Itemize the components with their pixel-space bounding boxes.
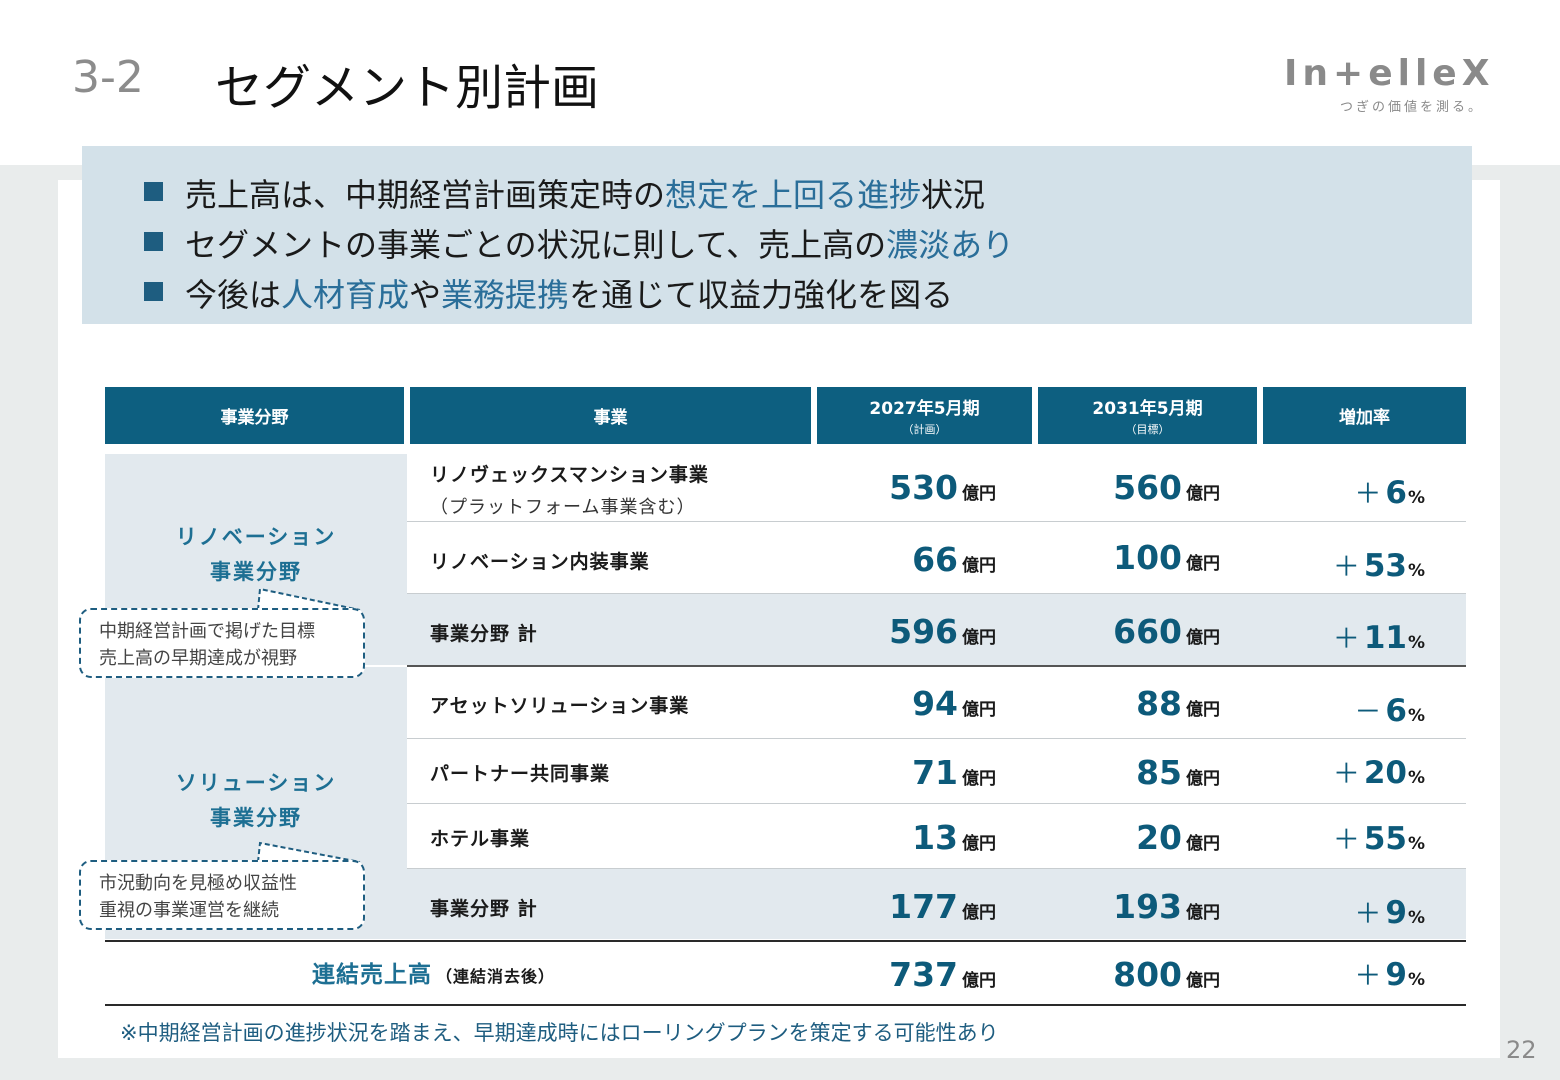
summary-bullet: 今後は人材育成や業務提携を通じて収益力強化を図る [144,270,953,316]
value-2027: 596 億円 [889,612,996,651]
callout-solution: 市況動向を見極め収益性 重視の事業運営を継続 [79,860,365,930]
page-number: 22 [1506,1036,1537,1064]
business-name: 事業分野 計 [430,623,538,645]
summary-bullet: セグメントの事業ごとの状況に則して、売上高の濃淡あり [144,220,1014,266]
square-bullet-icon [144,232,163,251]
logo-wordmark: In+elleX [1284,53,1495,94]
growth-rate: ＋ 20% [1332,755,1425,791]
company-logo: In+elleX つぎの価値を測る。 [1284,53,1495,116]
segment-label-renovation: リノベーション 事業分野 [175,525,337,584]
highlight-text: 濃淡あり [886,226,1015,264]
value-2027: 66 億円 [912,540,996,579]
value-2027: 13 億円 [912,818,996,857]
growth-rate: ＋ 53% [1332,548,1425,584]
subtotal-row-bg [407,869,1466,939]
header-field: 事業分野 [105,387,404,444]
callout-tail [257,841,361,863]
square-bullet-icon [144,182,163,201]
segment-label-solution: ソリューション 事業分野 [175,771,337,830]
total-label: 連結売上高 （連結消去後） [312,962,556,988]
value-2031: 660 億円 [1113,612,1220,651]
total-2031: 800 億円 [1113,955,1220,994]
value-2027: 177 億円 [889,887,996,926]
growth-rate: － 6% [1354,693,1425,729]
value-2031: 20 億円 [1136,818,1220,857]
business-name: ホテル事業 [430,828,531,850]
value-2031: 560 億円 [1113,468,1220,507]
page-title: セグメント別計画 [215,60,600,116]
business-name: パートナー共同事業 [430,763,611,785]
highlight-text: 想定を上回る進捗 [665,176,922,214]
business-name: リノヴェックスマンション事業 （プラットフォーム事業含む） [430,464,709,518]
value-2027: 94 億円 [912,684,996,723]
business-name: アセットソリューション事業 [430,695,690,717]
growth-rate: ＋ 11% [1332,620,1425,656]
summary-bullet: 売上高は、中期経営計画策定時の想定を上回る進捗状況 [144,170,985,216]
square-bullet-icon [144,282,163,301]
highlight-text: 業務提携 [441,276,570,314]
value-2031: 100 億円 [1113,538,1220,577]
total-2027: 737 億円 [889,955,996,994]
header-fy2031: 2031年5月期 （目標） [1038,387,1257,444]
value-2031: 193 億円 [1113,887,1220,926]
header-band [0,0,1560,165]
header-business: 事業 [410,387,811,444]
header-growth: 増加率 [1263,387,1466,444]
callout-renovation: 中期経営計画で掲げた目標 売上高の早期達成が視野 [79,608,365,678]
header-fy2027: 2027年5月期 （計画） [817,387,1032,444]
business-name: 事業分野 計 [430,898,538,920]
highlight-text: 人材育成 [281,276,410,314]
growth-rate: ＋ 9% [1354,895,1425,931]
logo-tagline: つぎの価値を測る。 [1339,100,1484,115]
callout-tail [257,587,361,611]
total-growth-rate: ＋ 9% [1354,957,1425,993]
growth-rate: ＋ 55% [1332,821,1425,857]
value-2031: 88 億円 [1136,684,1220,723]
business-name: リノベーション内装事業 [430,551,650,573]
summary-box: 売上高は、中期経営計画策定時の想定を上回る進捗状況 セグメントの事業ごとの状況に… [82,146,1472,324]
value-2031: 85 億円 [1136,753,1220,792]
subtotal-row-bg [407,594,1466,665]
growth-rate: ＋ 6% [1354,475,1425,511]
footnote: ※中期経営計画の進捗状況を踏まえ、早期達成時にはローリングプランを策定する可能性… [120,1021,999,1045]
value-2027: 71 億円 [912,753,996,792]
value-2027: 530 億円 [889,468,996,507]
section-number: 3-2 [72,52,144,103]
